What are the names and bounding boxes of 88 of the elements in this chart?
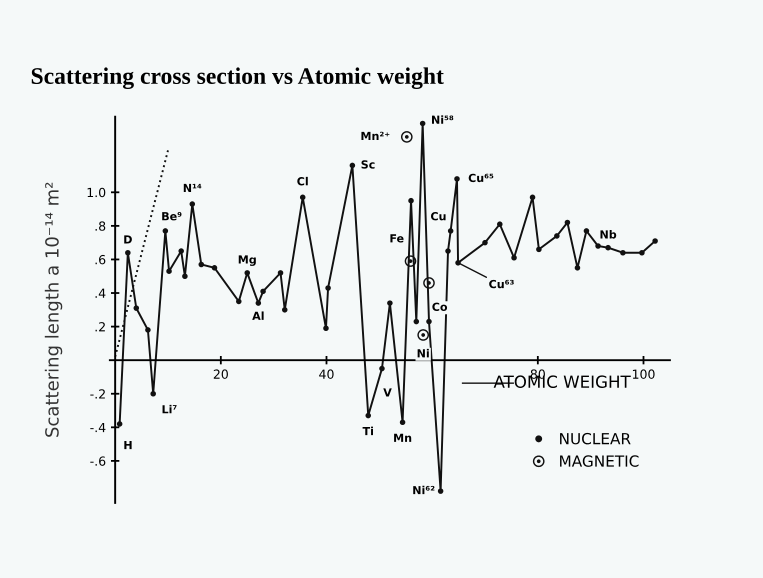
point xyxy=(408,198,414,204)
point xyxy=(423,277,435,289)
annotation: Mn²⁺ xyxy=(361,132,390,140)
annotation: Sc xyxy=(362,160,375,169)
chart-title: Scattering cross section vs Atomic weight xyxy=(32,67,444,90)
annotation: Be⁹ xyxy=(162,212,182,220)
x-tick-label: 20 xyxy=(214,369,228,379)
point xyxy=(323,325,329,332)
y-tick-label: .6 xyxy=(96,254,106,264)
legend-label: NUCLEAR xyxy=(560,432,631,444)
point xyxy=(256,300,262,306)
point xyxy=(282,307,288,313)
point xyxy=(400,131,413,143)
y-tick-label: .8 xyxy=(96,221,106,231)
point xyxy=(244,270,250,276)
annotation: Li⁷ xyxy=(162,404,177,414)
point xyxy=(162,228,168,234)
point xyxy=(497,221,503,227)
point xyxy=(448,228,454,234)
point xyxy=(190,201,196,207)
annotation: Ni xyxy=(418,348,429,358)
x-tick-label: 40 xyxy=(319,369,334,379)
point xyxy=(554,233,560,239)
annotation: Ni⁶² xyxy=(413,486,434,494)
point xyxy=(166,268,172,274)
point xyxy=(530,194,536,200)
annotation: N¹⁴ xyxy=(184,184,202,192)
annotation: D xyxy=(124,235,132,244)
point xyxy=(300,194,306,200)
point xyxy=(212,265,218,271)
y-axis-title: Scattering length a 10⁻¹⁴ m² xyxy=(44,182,62,437)
point xyxy=(404,255,416,267)
y-tick-label: .2 xyxy=(96,322,105,332)
point xyxy=(365,412,372,418)
point xyxy=(198,262,204,268)
annotation: H xyxy=(124,440,132,450)
y-tick-label: 1.0 xyxy=(88,188,106,198)
point xyxy=(595,243,601,249)
annotation: Mn xyxy=(394,434,412,442)
annotation: Co xyxy=(432,302,448,311)
point xyxy=(236,298,242,304)
point xyxy=(182,273,188,280)
point xyxy=(417,329,429,341)
annotation: Mg xyxy=(238,255,256,266)
point xyxy=(178,248,184,254)
point xyxy=(454,176,460,182)
point xyxy=(584,228,590,234)
point xyxy=(260,288,266,294)
y-tick-label: -.2 xyxy=(90,389,105,398)
point xyxy=(536,246,542,252)
point xyxy=(426,318,432,324)
point xyxy=(620,250,626,256)
annotation: Fe xyxy=(390,234,404,243)
point xyxy=(414,318,420,324)
point xyxy=(438,488,444,494)
point xyxy=(387,300,393,306)
point xyxy=(350,162,356,168)
annotation: Al xyxy=(252,311,264,320)
point xyxy=(400,420,406,426)
annotation: Cl xyxy=(297,176,308,186)
point xyxy=(134,305,140,311)
point xyxy=(639,250,645,256)
point xyxy=(325,285,331,291)
y-tick-label: -.4 xyxy=(90,422,106,432)
annotation: Ni⁵⁸ xyxy=(432,115,454,124)
x-tick-label: 100 xyxy=(632,369,655,379)
legend-label: MAGNETIC xyxy=(560,455,639,467)
point xyxy=(150,390,156,397)
annotation: Ti xyxy=(362,426,373,436)
annotation: Nb xyxy=(600,230,616,239)
annotation: Cu xyxy=(430,212,446,220)
point xyxy=(116,421,122,427)
y-tick-label: .4 xyxy=(96,288,106,298)
point xyxy=(482,240,488,246)
point xyxy=(445,248,451,254)
annotation: V xyxy=(383,388,392,396)
point xyxy=(379,366,385,372)
point xyxy=(420,120,426,126)
point xyxy=(145,327,151,333)
point xyxy=(278,270,284,276)
annotation: Cu⁶⁵ xyxy=(468,174,494,182)
y-tick-label: -.6 xyxy=(90,456,106,466)
point xyxy=(605,244,611,250)
point xyxy=(125,250,131,256)
point xyxy=(574,265,580,271)
annotation: Cu⁶³ xyxy=(489,280,514,288)
point xyxy=(652,238,658,244)
point xyxy=(564,220,570,226)
